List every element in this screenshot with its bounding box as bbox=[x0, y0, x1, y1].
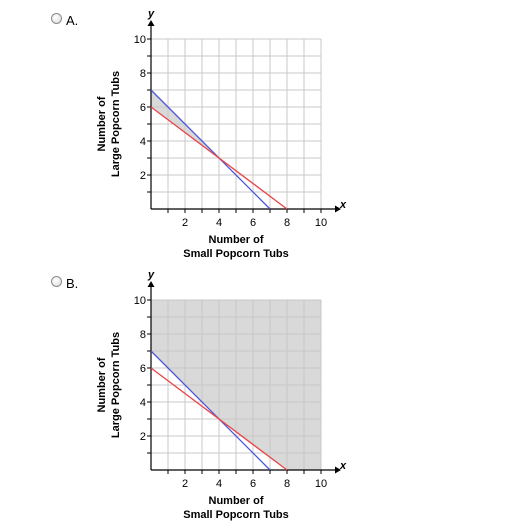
y-tick-label: 10 bbox=[134, 34, 146, 46]
x-axis-title: Number of bbox=[209, 234, 264, 246]
x-axis-variable: x bbox=[339, 460, 347, 472]
x-tick-label: 8 bbox=[284, 217, 290, 229]
y-tick-label: 6 bbox=[140, 363, 146, 375]
option-label-b: B. bbox=[66, 276, 79, 291]
y-axis-title: Number of bbox=[96, 96, 108, 151]
y-tick-label: 4 bbox=[140, 136, 146, 148]
blue-boundary-line bbox=[150, 350, 271, 471]
x-axis-arrow bbox=[335, 466, 341, 474]
x-axis-variable: x bbox=[339, 199, 347, 211]
x-tick-label: 10 bbox=[315, 217, 327, 229]
x-axis-title: Small Popcorn Tubs bbox=[183, 248, 289, 260]
radio-button-b[interactable] bbox=[51, 276, 62, 287]
graph-a: 2 4 6 8 10 2 4 6 8 10 x y Number of Small Popcorn Tub… bbox=[96, 8, 347, 260]
answer-option-a[interactable]: A. 2 4 6 8 10 2 4 6 8 10 x y Number of Small Popcorn … bbox=[0, 0, 523, 262]
y-axis-title: Number of bbox=[96, 357, 108, 412]
x-tick-label: 2 bbox=[182, 217, 188, 229]
x-tick-label: 4 bbox=[216, 217, 222, 229]
red-boundary-line bbox=[150, 106, 288, 210]
y-axis-arrow bbox=[147, 281, 155, 287]
y-axis-variable: y bbox=[147, 8, 155, 20]
x-axis-title: Number of bbox=[209, 495, 264, 507]
y-axis-arrow bbox=[147, 20, 155, 26]
graph-b: 2 4 6 8 10 2 4 6 8 10 x y Number of Small Popcorn Tub… bbox=[96, 269, 347, 521]
x-tick-label: 6 bbox=[250, 478, 256, 490]
x-tick-label: 6 bbox=[250, 217, 256, 229]
x-axis-arrow bbox=[335, 205, 341, 213]
x-tick-label: 8 bbox=[284, 478, 290, 490]
answer-option-b[interactable]: B. 2 4 6 8 10 2 4 6 8 10 x y Number of Small Popcorn … bbox=[0, 262, 523, 524]
y-tick-label: 10 bbox=[134, 295, 146, 307]
radio-button-a[interactable] bbox=[51, 13, 62, 24]
x-tick-label: 4 bbox=[216, 478, 222, 490]
y-axis-variable: y bbox=[147, 269, 155, 281]
y-tick-label: 4 bbox=[140, 397, 146, 409]
y-axis-title: Large Popcorn Tubs bbox=[110, 71, 122, 177]
x-tick-label: 2 bbox=[182, 478, 188, 490]
x-axis-title: Small Popcorn Tubs bbox=[183, 509, 289, 521]
y-tick-label: 8 bbox=[140, 68, 146, 80]
y-tick-label: 8 bbox=[140, 329, 146, 341]
y-tick-label: 2 bbox=[140, 170, 146, 182]
option-label-a: A. bbox=[66, 13, 79, 28]
x-tick-label: 10 bbox=[315, 478, 327, 490]
y-tick-label: 2 bbox=[140, 431, 146, 443]
red-boundary-line bbox=[150, 367, 288, 471]
y-tick-label: 6 bbox=[140, 102, 146, 114]
y-axis-title: Large Popcorn Tubs bbox=[110, 332, 122, 438]
blue-boundary-line bbox=[150, 89, 271, 210]
